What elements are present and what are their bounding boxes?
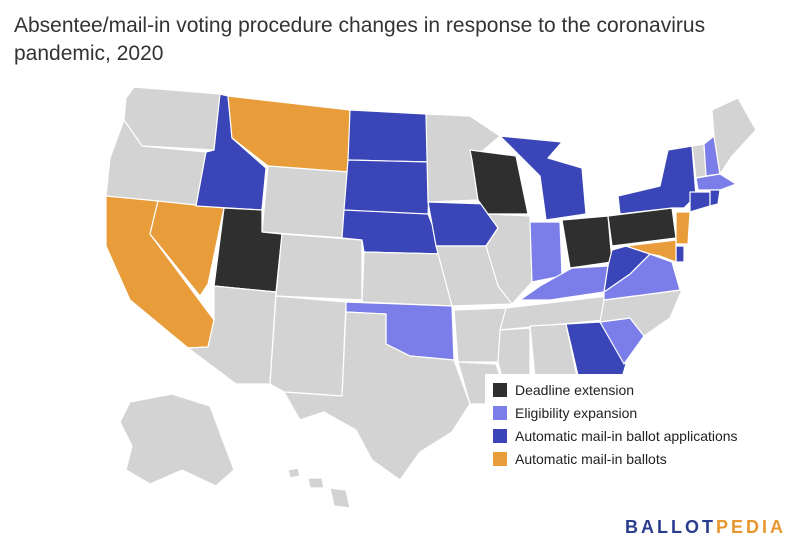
map-title: Absentee/mail-in voting procedure change…: [14, 14, 706, 65]
legend-swatch: [493, 406, 507, 420]
state-MD[interactable]: [625, 239, 677, 263]
state-AK[interactable]: [119, 393, 235, 487]
state-NM[interactable]: [269, 295, 347, 397]
state-MI[interactable]: [499, 135, 587, 221]
state-CO[interactable]: [275, 233, 363, 301]
ballotpedia-logo[interactable]: BALLOTPEDIA: [625, 517, 786, 538]
state-SD[interactable]: [343, 159, 431, 217]
legend-item-automatic-ballots: Automatic mail-in ballots: [493, 449, 667, 469]
legend-label: Deadline extension: [515, 382, 635, 398]
state-CT[interactable]: [689, 191, 711, 213]
state-PA[interactable]: [607, 207, 677, 247]
state-KS[interactable]: [361, 251, 453, 307]
state-ME[interactable]: [711, 97, 757, 175]
state-IN[interactable]: [529, 221, 563, 283]
legend-item-deadline-extension: Deadline extension: [493, 380, 634, 400]
state-ND[interactable]: [347, 109, 431, 163]
legend-label: Eligibility expansion: [515, 405, 638, 421]
state-RI[interactable]: [709, 189, 721, 207]
legend-item-automatic-applications: Automatic mail-in ballot applications: [493, 426, 738, 446]
logo-text-pedia: PEDIA: [715, 517, 786, 537]
legend: Deadline extension Eligibility expansion…: [485, 374, 775, 486]
legend-swatch: [493, 429, 507, 443]
state-MA[interactable]: [695, 173, 737, 191]
state-OH[interactable]: [561, 215, 613, 269]
state-WY[interactable]: [261, 165, 349, 239]
state-HI[interactable]: [287, 467, 351, 509]
state-NC[interactable]: [599, 289, 683, 337]
legend-item-eligibility-expansion: Eligibility expansion: [493, 403, 637, 423]
legend-label: Automatic mail-in ballot applications: [515, 428, 738, 444]
legend-swatch: [493, 452, 507, 466]
state-TX[interactable]: [283, 311, 471, 481]
state-NJ[interactable]: [675, 211, 691, 245]
legend-label: Automatic mail-in ballots: [515, 451, 667, 467]
state-DE[interactable]: [675, 245, 685, 263]
logo-text-ballot: BALLOT: [625, 517, 716, 537]
legend-swatch: [493, 383, 507, 397]
state-NY[interactable]: [617, 145, 697, 215]
